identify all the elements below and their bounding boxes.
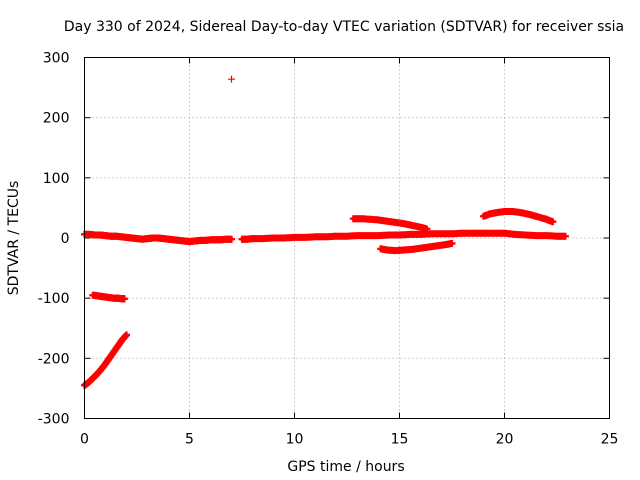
series-outlier <box>228 75 235 83</box>
x-tick-labels: 0 5 10 15 20 25 <box>80 432 618 448</box>
x-tick-label: 20 <box>496 432 514 448</box>
x-tick-label: 25 <box>601 432 619 448</box>
data-point-marker <box>423 225 431 233</box>
data-point-marker <box>448 239 456 247</box>
y-axis-label: SDTVAR / TECUs <box>6 181 22 296</box>
data-point-marker <box>123 331 130 339</box>
series-minus100-arc <box>89 291 128 303</box>
series-upper-arc-20h <box>480 208 557 226</box>
series-baseline-mid <box>238 229 569 243</box>
y-tick-label: 200 <box>43 111 70 127</box>
series-lower-arc-15h <box>377 239 456 255</box>
x-axis-label: GPS time / hours <box>287 459 404 475</box>
x-tick-label: 0 <box>80 432 89 448</box>
data-point-marker <box>561 232 569 240</box>
x-tick-label: 10 <box>286 432 304 448</box>
data-points <box>81 75 569 389</box>
x-tick-label: 5 <box>185 432 194 448</box>
x-tick-label: 15 <box>391 432 409 448</box>
chart-title: Day 330 of 2024, Sidereal Day-to-day VTE… <box>64 19 624 35</box>
series-upper-arc-14h <box>349 215 431 233</box>
series-minus200-arc <box>81 331 130 389</box>
y-tick-label: 0 <box>61 231 70 247</box>
y-tick-label: 100 <box>43 171 70 187</box>
data-point-marker <box>549 218 557 226</box>
y-tick-labels: -300 -200 -100 0 100 200 300 <box>38 51 70 428</box>
y-tick-label: -300 <box>38 412 70 428</box>
data-point-marker <box>228 235 235 243</box>
data-point-marker <box>120 295 128 303</box>
plot-frame <box>84 57 610 419</box>
y-tick-label: -100 <box>38 291 70 307</box>
series-baseline-early <box>81 230 235 246</box>
data-point-marker <box>228 75 235 83</box>
y-tick-label: 300 <box>43 51 70 67</box>
y-tick-label: -200 <box>38 351 70 367</box>
